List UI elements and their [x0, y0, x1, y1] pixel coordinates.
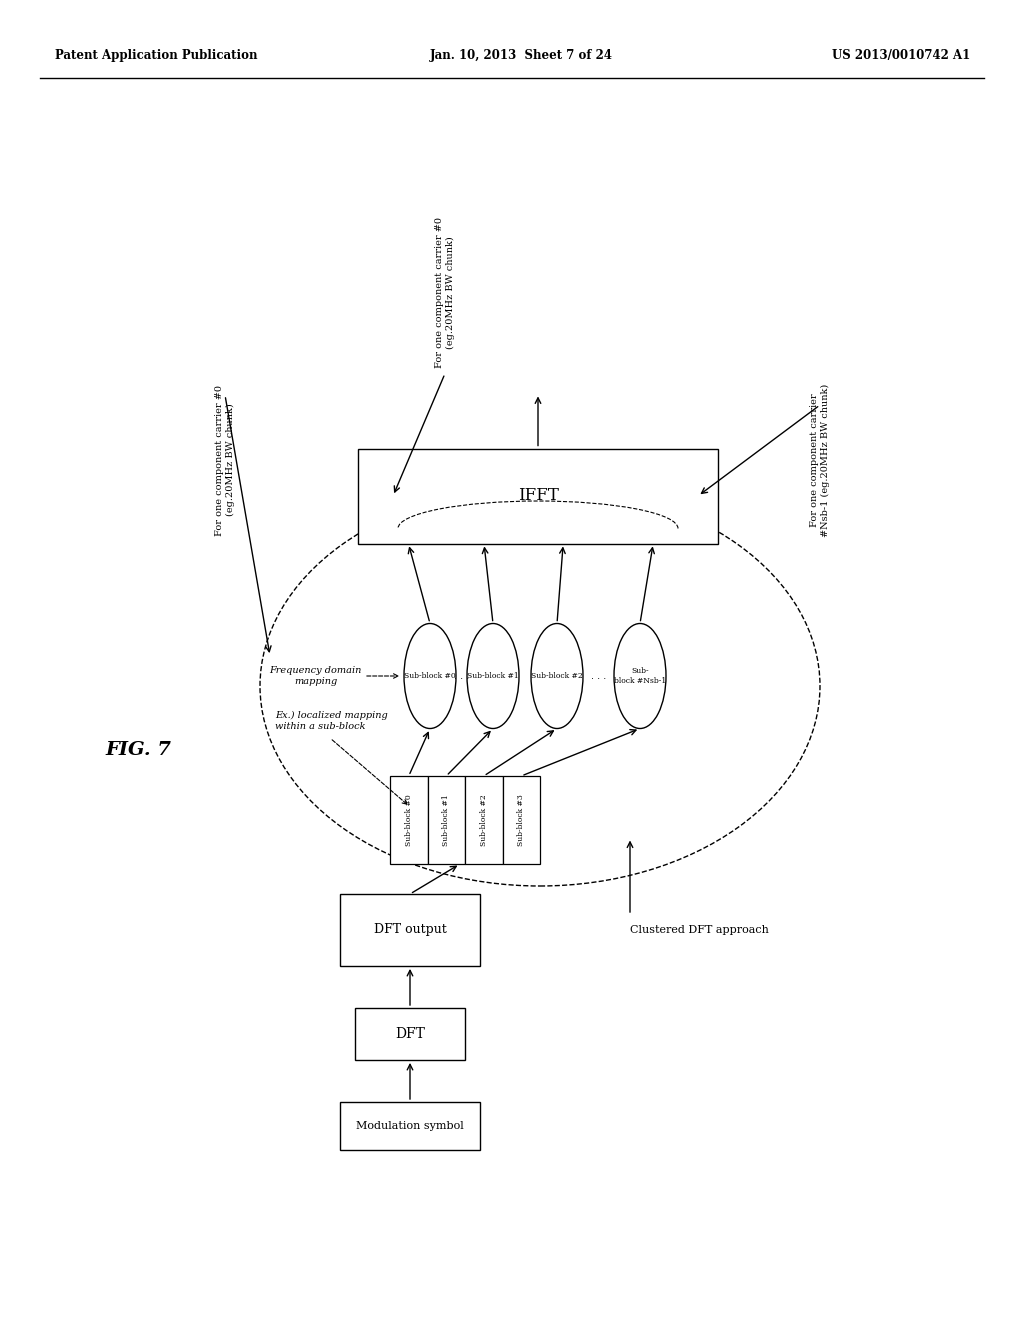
Text: Clustered DFT approach: Clustered DFT approach	[630, 925, 769, 935]
Text: Sub-block #1: Sub-block #1	[467, 672, 519, 680]
Text: Ex.) localized mapping
within a sub-block: Ex.) localized mapping within a sub-bloc…	[275, 711, 388, 731]
Bar	[503, 776, 540, 865]
Ellipse shape	[404, 623, 456, 729]
Ellipse shape	[614, 623, 666, 729]
Text: Patent Application Publication: Patent Application Publication	[55, 49, 257, 62]
Bar	[340, 1102, 480, 1150]
Text: . . .: . . .	[591, 671, 606, 681]
Text: IFFT: IFFT	[517, 487, 558, 504]
Bar	[465, 776, 503, 865]
Text: Sub-block #0: Sub-block #0	[404, 672, 456, 680]
Text: . . .: . . .	[454, 671, 469, 681]
Text: Sub-block #2: Sub-block #2	[480, 795, 487, 846]
Text: Jan. 10, 2013  Sheet 7 of 24: Jan. 10, 2013 Sheet 7 of 24	[430, 49, 613, 62]
Text: For one component carrier #0
(eg.20MHz BW chunk): For one component carrier #0 (eg.20MHz B…	[215, 384, 234, 536]
Bar	[390, 776, 427, 865]
Ellipse shape	[531, 623, 583, 729]
Text: Sub-
block #Nsb-1: Sub- block #Nsb-1	[613, 668, 667, 685]
Text: Modulation symbol: Modulation symbol	[356, 1121, 464, 1131]
Text: For one component carrier #0
(eg.20MHz BW chunk): For one component carrier #0 (eg.20MHz B…	[435, 218, 455, 368]
Bar	[358, 449, 718, 544]
Text: For one component carrier
#Nsb-1 (eg.20MHz BW chunk): For one component carrier #Nsb-1 (eg.20M…	[810, 383, 829, 537]
Text: Frequency domain
mapping: Frequency domain mapping	[269, 667, 362, 685]
Bar	[427, 776, 465, 865]
Text: Sub-block #0: Sub-block #0	[404, 795, 413, 846]
Text: DFT output: DFT output	[374, 924, 446, 936]
Text: DFT: DFT	[395, 1027, 425, 1041]
Text: Sub-block #3: Sub-block #3	[517, 795, 525, 846]
Ellipse shape	[467, 623, 519, 729]
Text: Sub-block #2: Sub-block #2	[531, 672, 583, 680]
Bar	[340, 894, 480, 966]
Bar	[355, 1008, 465, 1060]
Text: Sub-block #1: Sub-block #1	[442, 795, 451, 846]
Text: FIG. 7: FIG. 7	[105, 741, 171, 759]
Text: US 2013/0010742 A1: US 2013/0010742 A1	[831, 49, 970, 62]
